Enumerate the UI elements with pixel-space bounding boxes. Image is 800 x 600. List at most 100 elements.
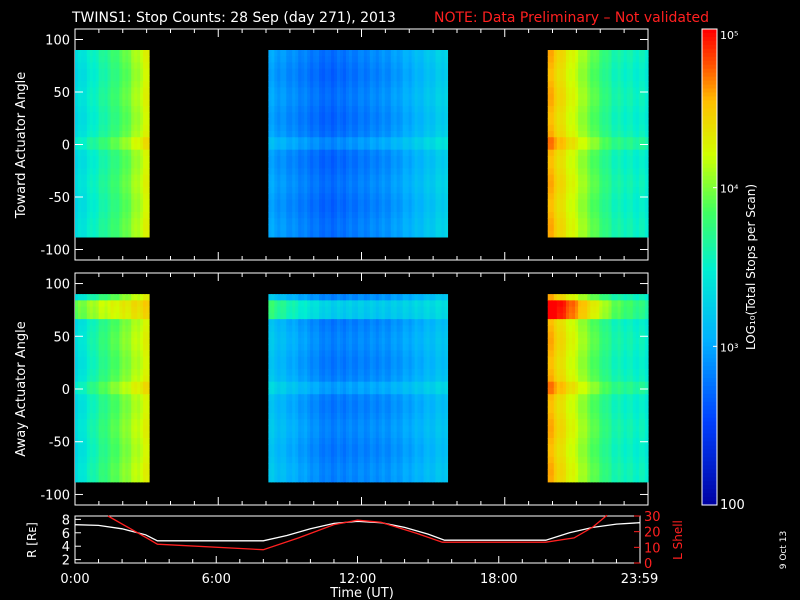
heatmap-cell	[313, 106, 317, 113]
heatmap-cell	[572, 180, 576, 188]
heatmap-cell	[283, 211, 287, 219]
heatmap-cell	[384, 106, 389, 113]
heatmap-cell	[98, 162, 103, 169]
heatmap-cell	[137, 337, 141, 345]
heatmap-cell	[426, 112, 431, 120]
heatmap-cell	[340, 230, 344, 238]
heatmap-cell	[298, 450, 302, 458]
heatmap-cell	[340, 224, 344, 232]
heatmap-cell	[357, 205, 362, 213]
heatmap-cell	[310, 168, 314, 176]
heatmap-cell	[80, 112, 85, 120]
heatmap-cell	[80, 180, 85, 188]
heatmap-cell	[334, 124, 338, 132]
heatmap-cell	[80, 406, 85, 414]
heatmap-cell	[75, 218, 79, 226]
heatmap-cell	[80, 469, 85, 477]
heatmap-cell	[641, 93, 646, 101]
heatmap-cell	[86, 187, 91, 194]
heatmap-cell	[286, 337, 290, 345]
heatmap-cell	[271, 375, 275, 383]
heatmap-cell	[137, 431, 141, 439]
heatmap-cell	[271, 450, 275, 458]
heatmap-cell	[387, 149, 392, 157]
heatmap-cell	[116, 180, 121, 188]
heatmap-cell	[644, 218, 649, 226]
heatmap-cell	[83, 218, 88, 226]
heatmap-cell	[104, 400, 109, 408]
heatmap-cell	[331, 300, 335, 308]
heatmap-cell	[307, 99, 311, 107]
heatmap-cell	[399, 143, 404, 151]
heatmap-cell	[393, 68, 398, 76]
heatmap-cell	[113, 369, 118, 377]
heatmap-cell	[119, 155, 123, 163]
heatmap-cell	[119, 456, 123, 464]
heatmap-cell	[408, 143, 413, 151]
heatmap-cell	[286, 174, 290, 182]
heatmap-cell	[429, 118, 434, 126]
heatmap-cell	[426, 155, 431, 163]
heatmap-cell	[292, 394, 296, 402]
heatmap-cell	[322, 137, 326, 145]
heatmap-cell	[80, 143, 85, 151]
heatmap-cell	[77, 174, 82, 182]
heatmap-cell	[95, 155, 100, 163]
heatmap-cell	[617, 56, 622, 64]
heatmap-cell	[396, 68, 401, 76]
heatmap-cell	[304, 381, 308, 389]
heatmap-cell	[298, 187, 302, 194]
heatmap-cell	[77, 312, 82, 320]
heatmap-cell	[547, 162, 552, 169]
heatmap-cell	[420, 124, 425, 132]
heatmap-cell	[411, 174, 416, 182]
heatmap-cell	[83, 406, 88, 414]
heatmap-cell	[316, 155, 320, 163]
heatmap-cell	[629, 74, 634, 82]
heatmap-cell	[283, 375, 287, 383]
heatmap-cell	[345, 199, 350, 207]
heatmap-cell	[322, 211, 326, 219]
heatmap-cell	[107, 68, 112, 76]
heatmap-cell	[322, 112, 326, 120]
heatmap-cell	[107, 294, 112, 301]
heatmap-cell	[635, 93, 640, 101]
heatmap-cell	[143, 87, 147, 95]
heatmap-cell	[581, 62, 585, 70]
heatmap-cell	[626, 205, 631, 213]
heatmap-cell	[340, 168, 344, 176]
heatmap-cell	[393, 81, 398, 88]
heatmap-cell	[426, 56, 431, 64]
heatmap-cell	[328, 438, 332, 445]
heatmap-cell	[131, 400, 135, 408]
heatmap-cell	[295, 444, 299, 452]
heatmap-cell	[271, 205, 275, 213]
heatmap-cell	[128, 475, 132, 483]
heatmap-cell	[384, 68, 389, 76]
heatmap-cell	[408, 56, 413, 64]
heatmap-cell	[378, 174, 383, 182]
heatmap-cell	[131, 331, 135, 339]
heatmap-cell	[83, 300, 88, 308]
heatmap-cell	[562, 130, 567, 138]
heatmap-cell	[292, 218, 296, 226]
heatmap-cell	[86, 56, 91, 64]
heatmap-cell	[319, 218, 323, 226]
heatmap-cell	[444, 87, 449, 95]
heatmap-cell	[381, 87, 386, 95]
heatmap-cell	[101, 224, 106, 232]
heatmap-cell	[128, 143, 132, 151]
heatmap-cell	[423, 81, 428, 88]
heatmap-cell	[140, 93, 144, 101]
heatmap-cell	[271, 344, 275, 352]
heatmap-cell	[629, 87, 634, 95]
heatmap-cell	[119, 312, 123, 320]
heatmap-cell	[369, 230, 374, 238]
heatmap-cell	[143, 74, 147, 82]
heatmap-cell	[110, 444, 115, 452]
heatmap-cell	[107, 211, 112, 219]
heatmap-cell	[77, 412, 82, 420]
heatmap-cell	[611, 193, 616, 201]
heatmap-cell	[125, 356, 129, 364]
heatmap-cell	[301, 81, 305, 88]
